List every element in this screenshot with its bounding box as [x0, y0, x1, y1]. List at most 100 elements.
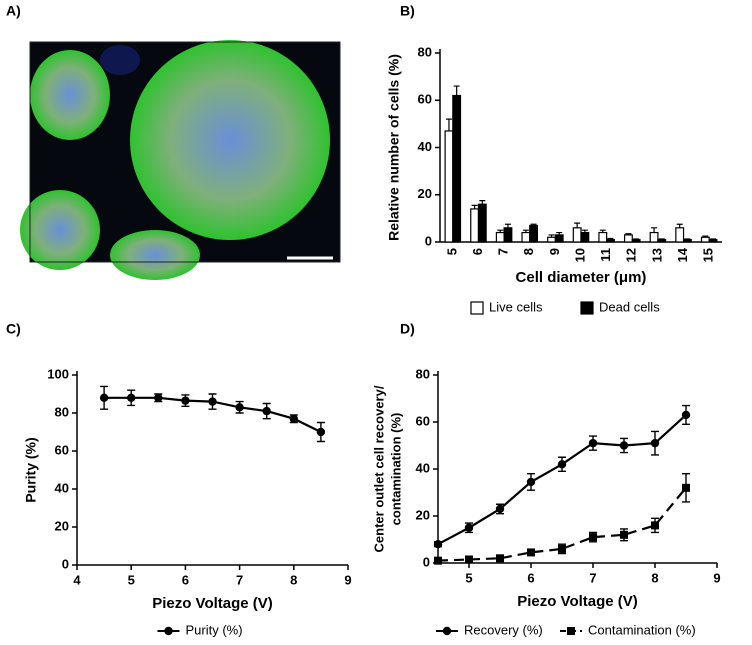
error-bar: [504, 223, 511, 228]
marker: [434, 556, 442, 565]
error-bar: [607, 237, 614, 240]
marker: [464, 523, 474, 532]
bar: [631, 239, 641, 243]
marker: [557, 460, 567, 469]
error-bar: [625, 233, 632, 235]
x-axis-label: Cell diameter (μm): [516, 269, 647, 286]
series-line: [437, 414, 687, 546]
error-bar: [522, 229, 529, 233]
x-axis-label: Piezo Voltage (V): [517, 593, 638, 610]
x-tick-label: 15: [701, 248, 716, 262]
marker: [650, 438, 660, 448]
marker: [558, 544, 566, 553]
marker: [589, 533, 597, 542]
legend-label: Live cells: [489, 299, 543, 314]
legend-label: Contamination (%): [588, 622, 696, 637]
marker: [433, 540, 443, 549]
legend-label: Purity (%): [186, 622, 243, 637]
bar: [657, 239, 667, 243]
marker: [620, 530, 628, 539]
panel-label: A): [6, 3, 21, 19]
legend-marker: [164, 626, 173, 636]
error-bar: [599, 229, 606, 233]
marker: [235, 403, 244, 412]
error-bar: [556, 231, 563, 235]
y-tick-label: 80: [55, 404, 69, 419]
x-tick-label: 10: [572, 248, 587, 262]
bar: [495, 231, 505, 243]
y-axis-label: Purity (%): [23, 437, 39, 502]
error-bar: [497, 229, 504, 233]
bar: [700, 236, 710, 243]
x-tick-label: 7: [496, 248, 511, 255]
error-bar: [710, 238, 717, 240]
marker: [99, 393, 109, 402]
y-tick-label: 0: [425, 233, 432, 248]
error-bar: [445, 118, 452, 131]
marker: [526, 477, 536, 487]
marker: [262, 406, 271, 416]
marker: [289, 414, 298, 423]
bar: [547, 236, 556, 243]
bar: [572, 227, 582, 243]
bar: [452, 94, 462, 243]
x-tick-label: 12: [624, 248, 639, 262]
marker: [181, 396, 190, 405]
legend-marker: [442, 626, 452, 636]
y-tick-label: 0: [423, 554, 430, 569]
marker: [208, 397, 217, 406]
y-axis-label: Relative number of cells (%): [386, 54, 402, 241]
error-bar: [658, 238, 665, 240]
marker: [496, 554, 504, 563]
y-tick-label: 60: [55, 442, 69, 457]
x-tick-label: 9: [547, 248, 562, 255]
y-tick-label: 20: [55, 518, 69, 533]
bar: [606, 239, 615, 243]
y-tick-label: 0: [62, 556, 69, 571]
bar: [623, 234, 633, 243]
bar: [477, 203, 487, 243]
bar: [598, 231, 608, 243]
x-axis-label: Piezo Voltage (V): [152, 595, 273, 612]
marker: [681, 410, 691, 420]
error-bar: [702, 235, 709, 238]
error-bar: [651, 227, 658, 233]
bar: [470, 208, 480, 243]
marker: [154, 393, 163, 402]
y-tick-label: 20: [416, 507, 430, 522]
y-tick-label: 80: [418, 44, 432, 59]
bar: [675, 227, 685, 243]
error-bar: [684, 238, 691, 240]
y-tick-label: 20: [418, 186, 432, 201]
x-tick-label: 6: [527, 570, 534, 585]
bar: [708, 239, 718, 243]
bar: [444, 130, 454, 243]
marker: [682, 483, 690, 492]
x-tick-label: 7: [236, 572, 243, 587]
marker: [651, 521, 659, 530]
error-bar: [453, 85, 460, 96]
x-tick-label: 6: [470, 248, 485, 255]
x-tick-label: 5: [444, 248, 459, 255]
x-tick-label: 5: [465, 570, 472, 585]
marker: [127, 393, 136, 402]
error-bar: [471, 204, 478, 209]
y-axis-label: contamination (%): [388, 413, 403, 526]
bar: [649, 231, 659, 243]
x-tick-label: 13: [649, 248, 664, 262]
bar: [529, 224, 539, 243]
legend-label: Recovery (%): [464, 622, 543, 637]
bar: [580, 231, 590, 243]
x-tick-label: 8: [521, 248, 536, 255]
x-tick-label: 11: [598, 248, 613, 262]
marker: [495, 504, 505, 514]
marker: [316, 427, 326, 437]
error-bar: [676, 223, 683, 228]
y-tick-label: 40: [416, 460, 430, 475]
y-tick-label: 40: [418, 139, 432, 154]
y-tick-label: 80: [416, 366, 430, 381]
error-bar: [633, 238, 640, 240]
legend-swatch: [580, 301, 594, 315]
error-bar: [574, 222, 581, 228]
marker: [588, 438, 598, 448]
